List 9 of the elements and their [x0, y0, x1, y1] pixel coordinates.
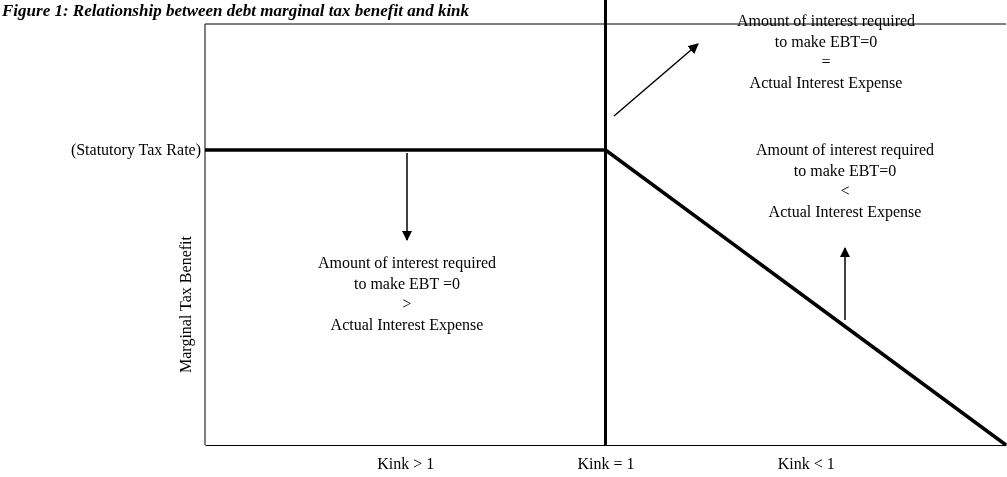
chart-title: Figure 1: Relationship between debt marginal tax benefit and kink [1, 1, 470, 20]
x-tick-label: Kink = 1 [577, 454, 635, 472]
annotation: Amount of interest required to make EBT=0 < Actual Interest Expense [755, 141, 935, 221]
y-axis-title: Marginal Tax Benefit [177, 235, 195, 373]
text: (Statutory Tax Rate) [70, 141, 201, 159]
x-tick-label: Kink > 1 [377, 454, 435, 472]
x-tick-label: Kink < 1 [777, 454, 835, 472]
annotation: Amount of interest required to make EBT =0 > Actual Interest Expense [317, 254, 497, 334]
text: Amount of interest required to make EBT=0 = Actual Interest Expense [736, 12, 916, 92]
